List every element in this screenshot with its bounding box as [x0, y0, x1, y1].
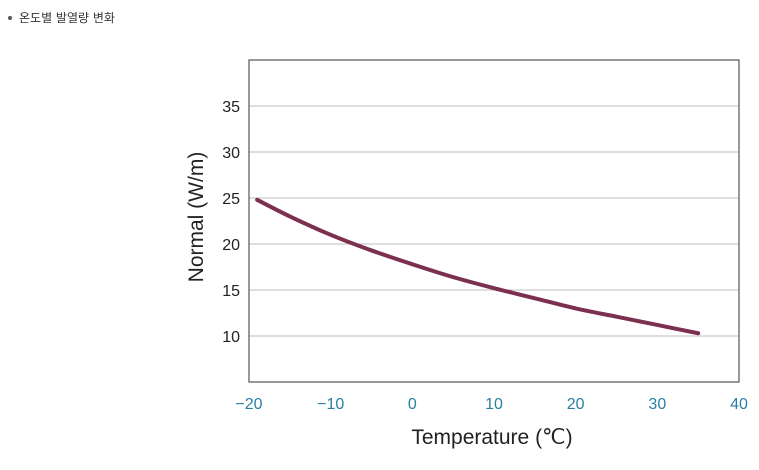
y-tick-label: 35	[222, 99, 240, 116]
x-tick-label: −10	[317, 396, 344, 413]
bullet-icon	[8, 15, 12, 20]
x-tick-label: 0	[408, 396, 417, 413]
series-line-normal	[255, 197, 701, 336]
y-tick-labels: 10 15 20 25 30 35	[222, 99, 240, 346]
x-tick-label: 40	[730, 396, 748, 413]
y-tick-label: 10	[222, 329, 240, 346]
y-tick-label: 20	[222, 237, 240, 254]
x-axis-label: Temperature (℃)	[411, 426, 572, 449]
x-tick-label: 10	[485, 396, 503, 413]
chart-caption: 온도별 발열량 변화	[8, 9, 115, 26]
caption-text: 온도별 발열량 변화	[19, 11, 115, 25]
x-tick-label: 30	[648, 396, 666, 413]
y-axis-label: Normal (W/m)	[185, 152, 208, 283]
series-layer	[255, 197, 701, 336]
y-tick-label: 15	[222, 283, 240, 300]
y-tick-label: 30	[222, 145, 240, 162]
gridlines	[249, 105, 739, 337]
x-tick-label: 20	[567, 396, 585, 413]
x-tick-labels: −20 −10 0 10 20 30 40	[235, 396, 748, 413]
x-tick-label: −20	[235, 396, 262, 413]
plot-area-frame	[248, 59, 740, 383]
y-tick-label: 25	[222, 191, 240, 208]
